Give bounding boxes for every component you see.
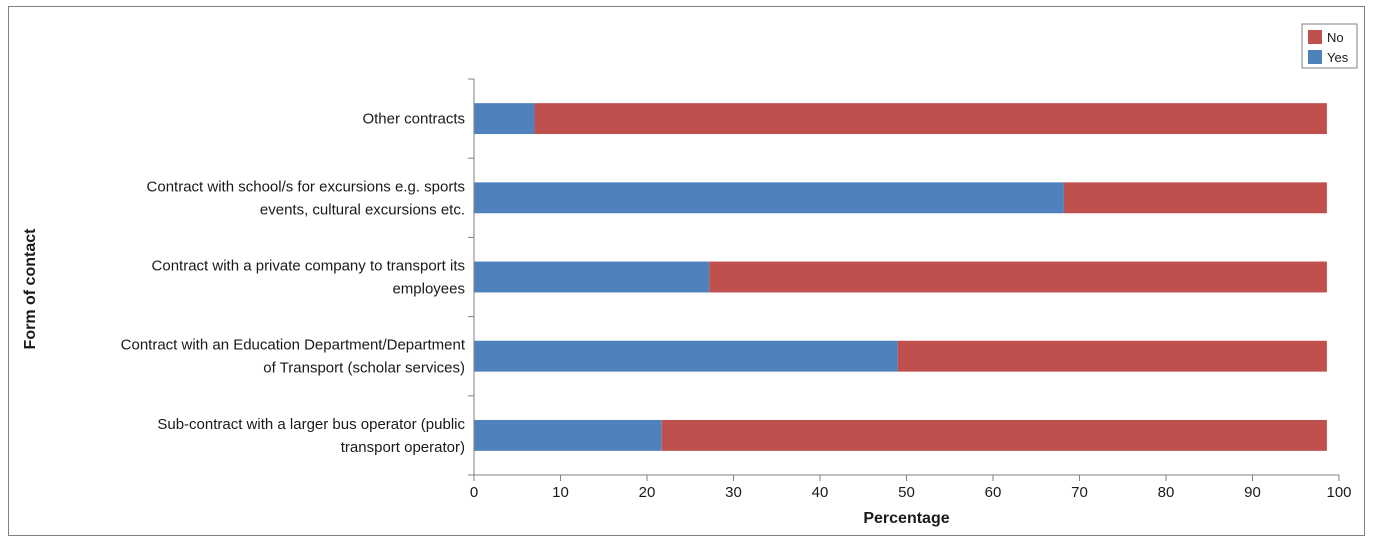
category-label: Other contracts — [362, 111, 465, 128]
chart-frame: Sub-contract with a larger bus operator … — [8, 6, 1365, 536]
x-tick-label: 70 — [1071, 484, 1088, 501]
x-tick-label: 80 — [1158, 484, 1175, 501]
x-tick-label: 30 — [725, 484, 742, 501]
x-tick-label: 50 — [898, 484, 915, 501]
axes — [468, 78, 1340, 481]
bar-yes-3 — [474, 182, 1064, 214]
bar-yes-4 — [474, 103, 535, 135]
bar-no-4 — [534, 103, 1327, 135]
bar-no-2 — [709, 261, 1327, 293]
x-tick-label: 100 — [1326, 484, 1351, 501]
bar-yes-1 — [474, 340, 898, 372]
category-label: of Transport (scholar services) — [263, 360, 465, 377]
bar-group — [474, 103, 1327, 451]
x-tick-label: 0 — [470, 484, 478, 501]
x-tick-label: 40 — [812, 484, 829, 501]
x-tick-label: 20 — [639, 484, 656, 501]
x-tick-label: 10 — [552, 484, 569, 501]
category-label: Contract with an Education Department/De… — [121, 337, 466, 354]
bar-no-3 — [1063, 182, 1327, 214]
category-label: employees — [392, 281, 465, 298]
y-axis-title: Form of contact — [22, 228, 39, 350]
bar-no-1 — [897, 340, 1327, 372]
x-tick-label: 60 — [985, 484, 1002, 501]
category-label: Sub-contract with a larger bus operator … — [157, 416, 465, 433]
legend-label-no: No — [1327, 30, 1344, 45]
x-tick-label: 90 — [1244, 484, 1261, 501]
legend-label-yes: Yes — [1327, 50, 1349, 65]
category-labels: Sub-contract with a larger bus operator … — [121, 111, 466, 456]
stacked-bar-chart: Sub-contract with a larger bus operator … — [22, 23, 1358, 527]
category-label: Contract with a private company to trans… — [152, 258, 465, 275]
bar-yes-0 — [474, 419, 662, 451]
legend-swatch-no — [1308, 30, 1322, 44]
category-label: events, cultural excursions etc. — [260, 201, 465, 218]
category-label: Contract with school/s for excursions e.… — [147, 178, 465, 195]
legend-swatch-yes — [1308, 50, 1322, 64]
category-label: transport operator) — [341, 439, 465, 456]
x-axis-title: Percentage — [863, 510, 949, 527]
x-tick-labels: 0 10 20 30 40 50 60 70 80 90 100 — [470, 484, 1352, 501]
bar-yes-2 — [474, 261, 710, 293]
legend: No Yes — [1301, 23, 1358, 69]
bar-no-0 — [661, 419, 1327, 451]
